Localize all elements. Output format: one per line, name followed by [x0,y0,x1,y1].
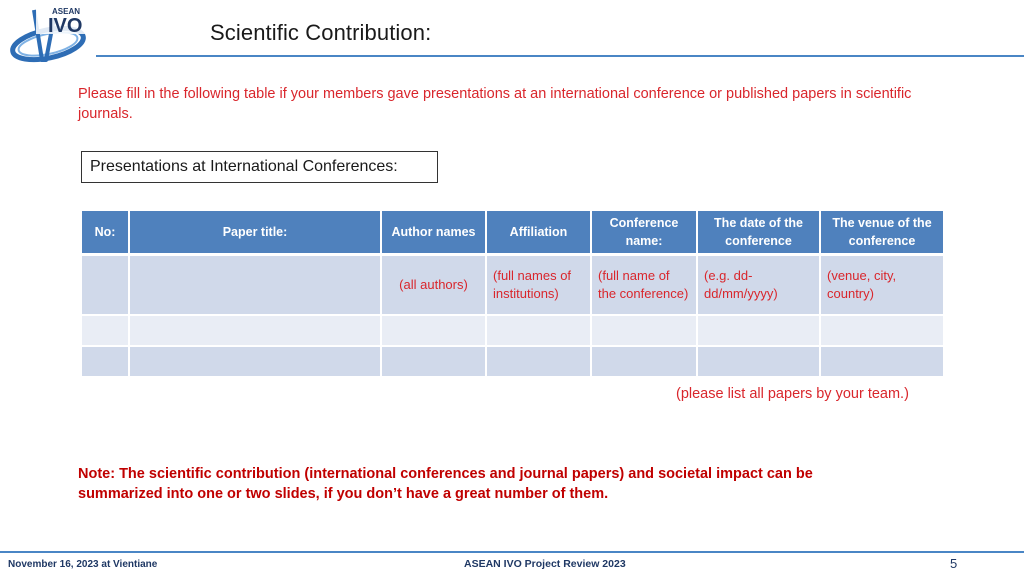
table-row [82,346,943,378]
table-cell[interactable]: (e.g. dd-dd/mm/yyyy) [697,254,821,316]
table-cell[interactable] [129,254,382,316]
table-cell[interactable]: (all authors) [381,254,487,316]
table-cell[interactable] [381,315,487,347]
table-cell[interactable] [820,346,943,378]
table-cell[interactable] [82,346,130,378]
page-number: 5 [950,556,958,571]
header-conference-name: Conference name: [591,211,698,256]
table-cell[interactable] [129,315,382,347]
header-affiliation: Affiliation [486,211,592,256]
footer-divider [0,551,1024,553]
logo-main-text: IVO [48,15,82,37]
section-label: Presentations at International Conferenc… [81,151,438,183]
header-no: No: [82,211,130,256]
table-cell[interactable]: (full name of the conference) [591,254,698,316]
list-note: (please list all papers by your team.) [676,386,909,402]
table-cell[interactable] [820,315,943,347]
summary-note: Note: The scientific contribution (inter… [78,466,813,502]
table-row [82,315,943,347]
asean-ivo-logo: ASEAN IVO [10,6,88,63]
table-cell[interactable] [82,315,130,347]
table-cell[interactable] [591,315,698,347]
header-paper-title: Paper title: [129,211,382,256]
logo-top-text: ASEAN [52,7,80,16]
table-cell[interactable] [591,346,698,378]
table-cell[interactable] [129,346,382,378]
table-cell[interactable]: (venue, city, country) [820,254,943,316]
table-header-row: No: Paper title: Author names Affiliatio… [82,211,943,256]
header-conference-venue: The venue of the conference [820,211,943,256]
table-cell[interactable] [486,346,592,378]
table-row: (all authors) (full names of institution… [82,254,943,316]
footer-center-text: ASEAN IVO Project Review 2023 [464,558,626,570]
table-cell[interactable] [486,315,592,347]
presentations-table: No: Paper title: Author names Affiliatio… [82,211,943,378]
intro-text: Please fill in the following table if yo… [78,86,912,122]
footer-date: November 16, 2023 at Vientiane [8,559,158,570]
header-author-names: Author names [381,211,487,256]
header-conference-date: The date of the conference [697,211,821,256]
header-divider [96,55,1024,57]
page-title: Scientific Contribution: [210,20,432,45]
table-cell[interactable]: (full names of institutions) [486,254,592,316]
table-cell[interactable] [697,315,821,347]
table-cell[interactable] [82,254,130,316]
table-cell[interactable] [381,346,487,378]
table-cell[interactable] [697,346,821,378]
